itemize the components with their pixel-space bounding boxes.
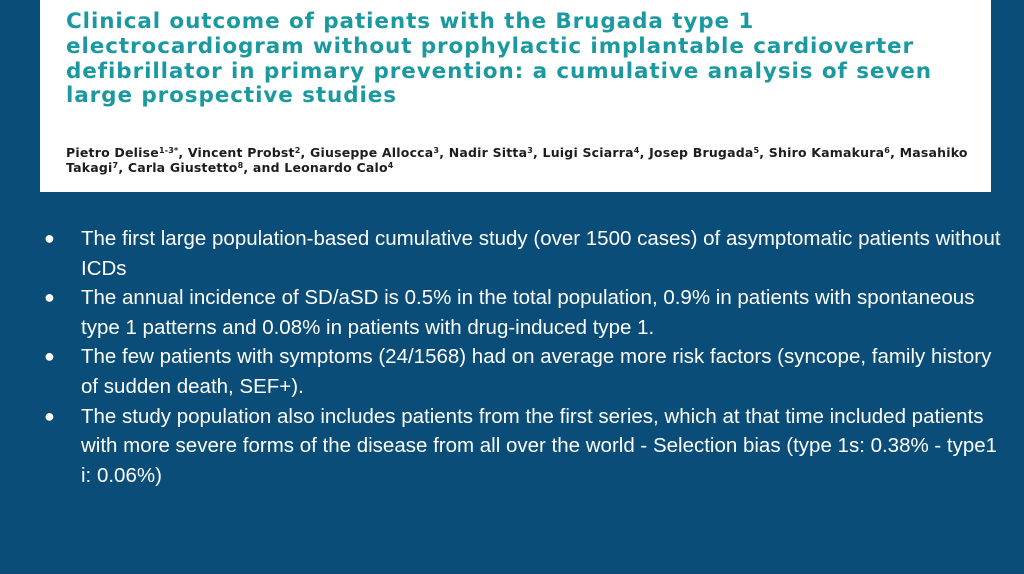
author-separator: , <box>533 145 543 160</box>
author-separator: , <box>639 145 650 160</box>
author-name: Nadir Sitta <box>448 145 528 160</box>
bullet-list: ● The first large population-based cumula… <box>44 224 1004 490</box>
author-name: Vincent Probst <box>187 145 295 160</box>
author-affiliation: 5 <box>753 146 760 155</box>
author-name: Carla Giustetto <box>127 159 238 175</box>
paper-title: Clinical outcome of patients with the Br… <box>66 9 932 109</box>
bullet-item: ● The first large population-based cumula… <box>44 224 1004 283</box>
bullet-text: The first large population-based cumulat… <box>81 227 1001 280</box>
paper-authors: Pietro Delise1-3*, Vincent Probst2, Gius… <box>66 145 976 176</box>
bullet-text: The study population also includes patie… <box>81 404 998 487</box>
author-name: Josep Brugada <box>649 145 754 160</box>
author-affiliation: 6 <box>884 146 891 155</box>
paper-header-image: Clinical outcome of patients with the Br… <box>40 0 991 192</box>
author-separator: , <box>300 145 311 160</box>
bullet-icon: ● <box>44 228 55 248</box>
author-separator: , and <box>243 159 285 175</box>
author-affiliation: 8 <box>237 160 244 170</box>
author-affiliation: 3 <box>433 146 440 155</box>
author-name: Leonardo Calo <box>284 159 388 175</box>
author-affiliation: 2 <box>294 146 301 155</box>
author-name: Giuseppe Allocca <box>310 145 434 160</box>
author-name: Pietro Delise <box>66 145 159 160</box>
bullet-item: ● The annual incidence of SD/aSD is 0.5% … <box>44 283 1004 342</box>
author-affiliation: 7 <box>112 160 119 170</box>
author-name: Masahiko Takagi <box>66 145 968 175</box>
author-affiliation: 1-3* <box>158 146 179 155</box>
bullet-text: The annual incidence of SD/aSD is 0.5% i… <box>81 286 975 339</box>
bullet-item: ● The few patients with symptoms (24/1568… <box>44 342 1004 401</box>
author-separator: , <box>439 145 449 160</box>
bullet-text: The few patients with symptoms (24/1568)… <box>81 345 992 398</box>
bullet-icon: ● <box>44 287 55 308</box>
author-affiliation: 4 <box>387 160 394 170</box>
bullet-item: ● The study population also includes pati… <box>44 402 1004 491</box>
author-separator: , <box>759 145 769 160</box>
bullet-icon: ● <box>44 346 55 367</box>
bullet-icon: ● <box>44 405 55 426</box>
author-name: Luigi Sciarra <box>542 145 634 160</box>
author-affiliation: 4 <box>633 146 640 155</box>
author-affiliation: 3 <box>527 146 534 155</box>
author-separator: , <box>118 159 128 175</box>
author-separator: , <box>890 145 900 160</box>
author-separator: , <box>178 145 188 160</box>
author-name: Shiro Kamakura <box>768 145 885 160</box>
